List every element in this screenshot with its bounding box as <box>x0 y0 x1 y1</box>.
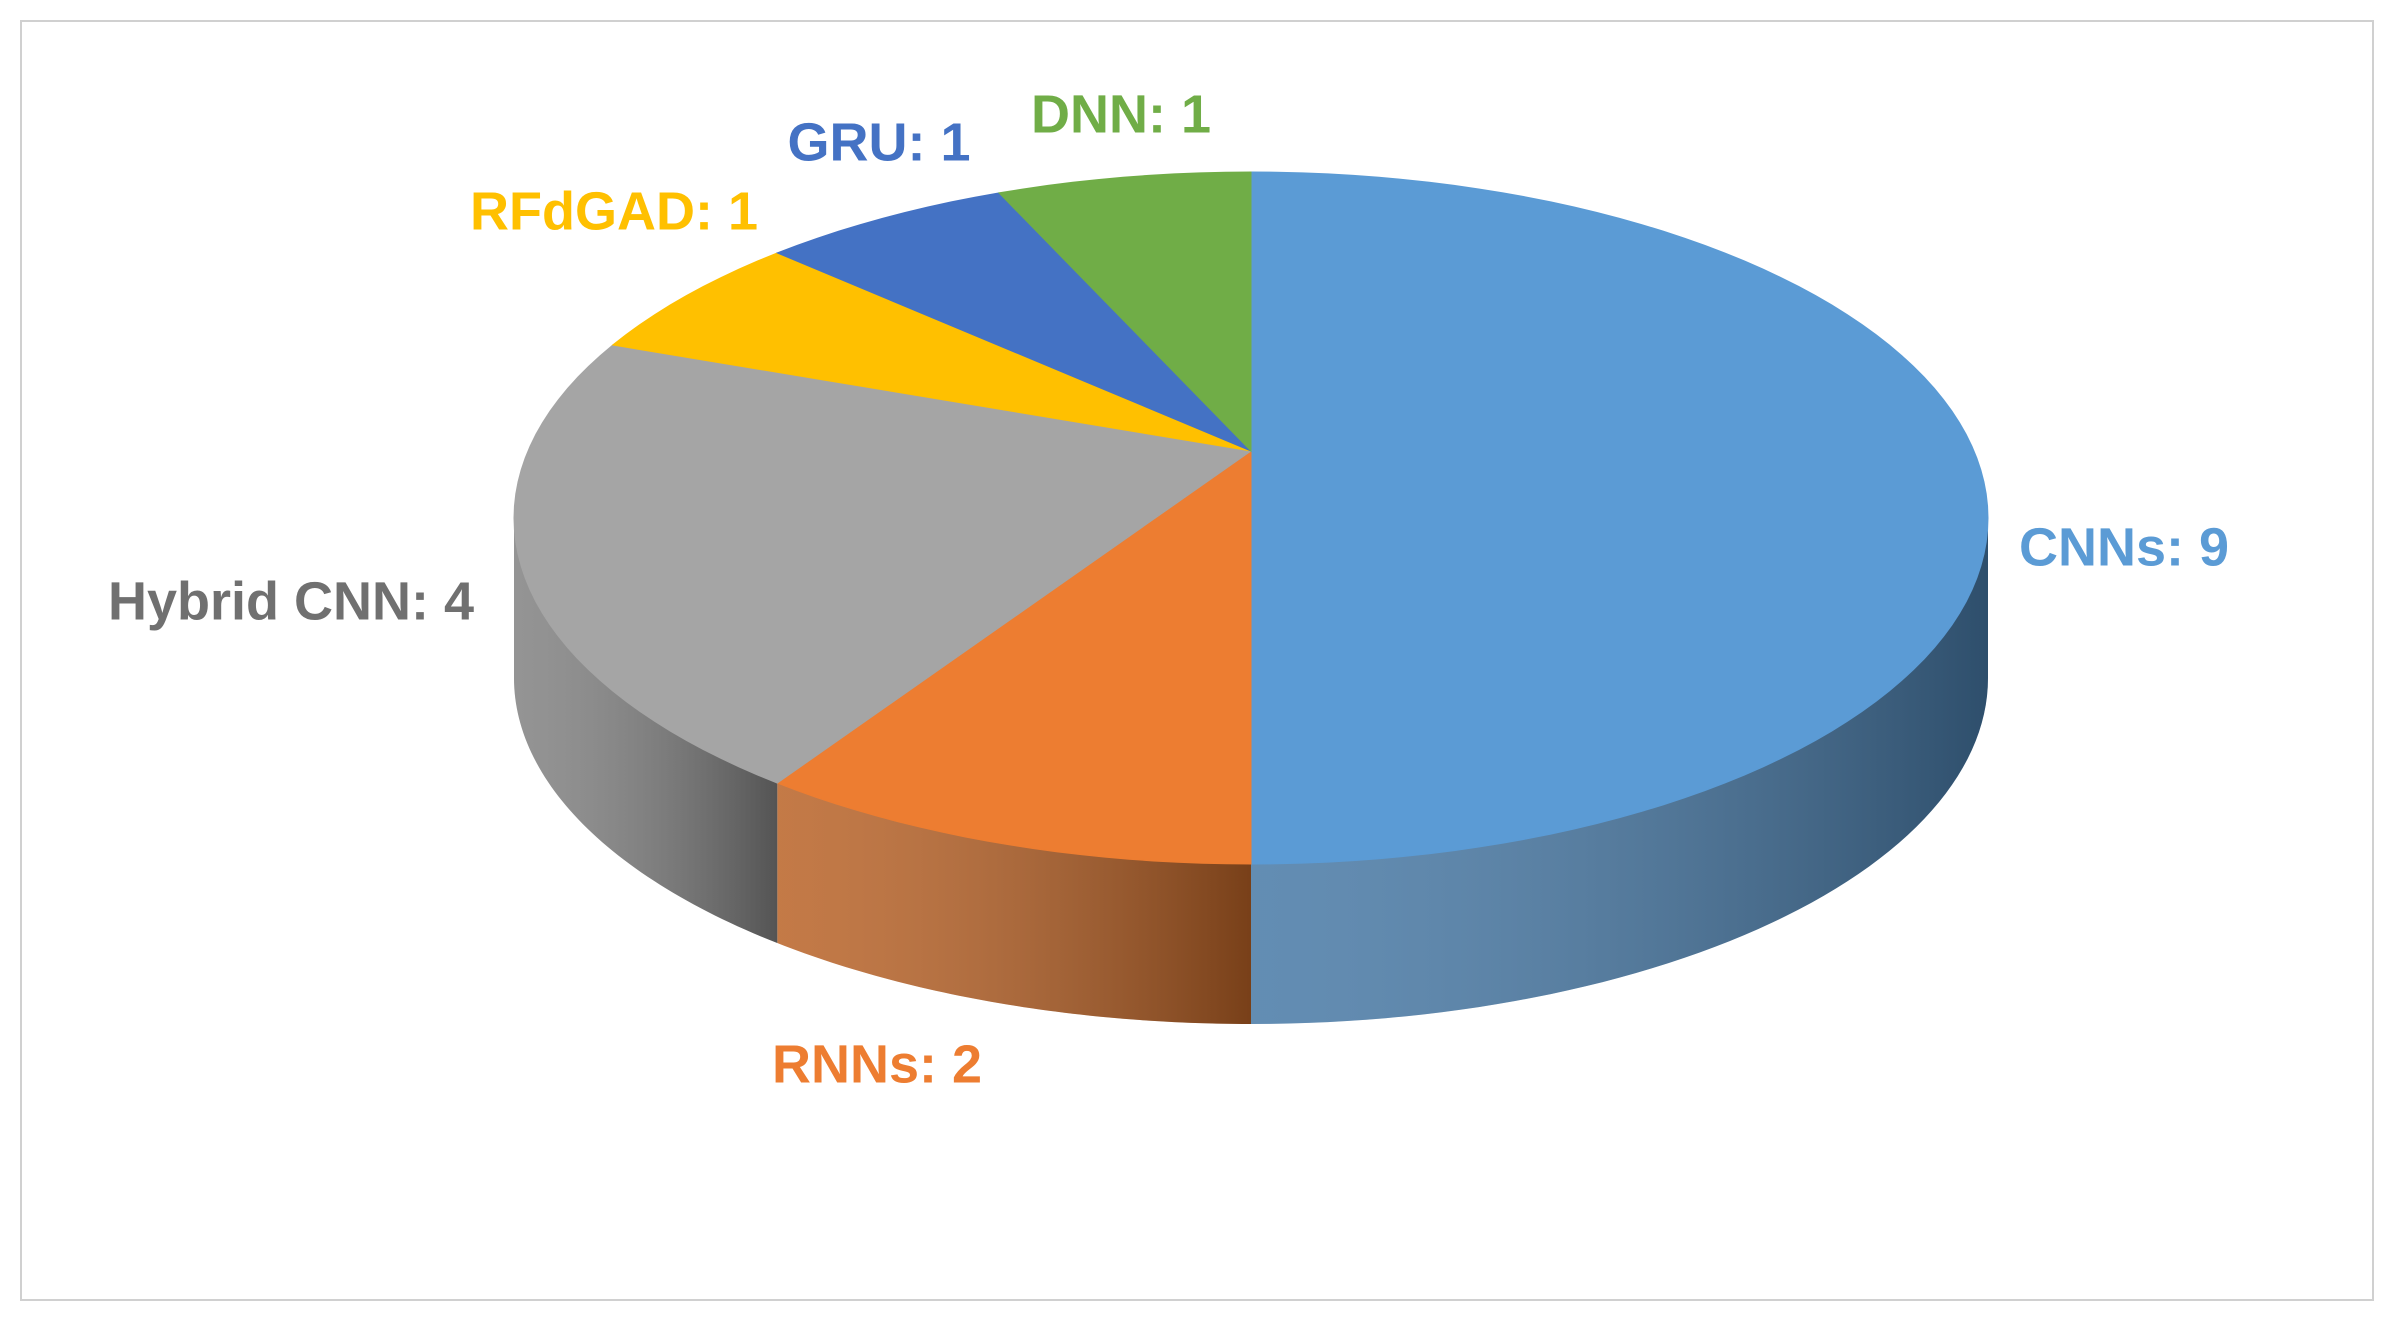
slice <box>776 450 1252 865</box>
data-label: CNNs: 9 <box>2019 517 2229 577</box>
slice <box>775 192 1252 452</box>
slice <box>513 344 1253 784</box>
slice <box>611 252 1252 452</box>
data-label: GRU: 1 <box>787 112 970 172</box>
slice <box>1250 171 1989 865</box>
pie-tops <box>513 171 1989 865</box>
slice <box>997 171 1252 453</box>
data-label: RFdGAD: 1 <box>470 181 758 241</box>
data-label: DNN: 1 <box>1031 84 1211 144</box>
labels: CNNs: 9 RNNs: 2 Hybrid CNN: 4 RFdGAD: 1 GRU:… <box>108 84 2229 1094</box>
data-label: RNNs: 2 <box>772 1034 982 1094</box>
data-label: Hybrid CNN: 4 <box>108 571 474 631</box>
